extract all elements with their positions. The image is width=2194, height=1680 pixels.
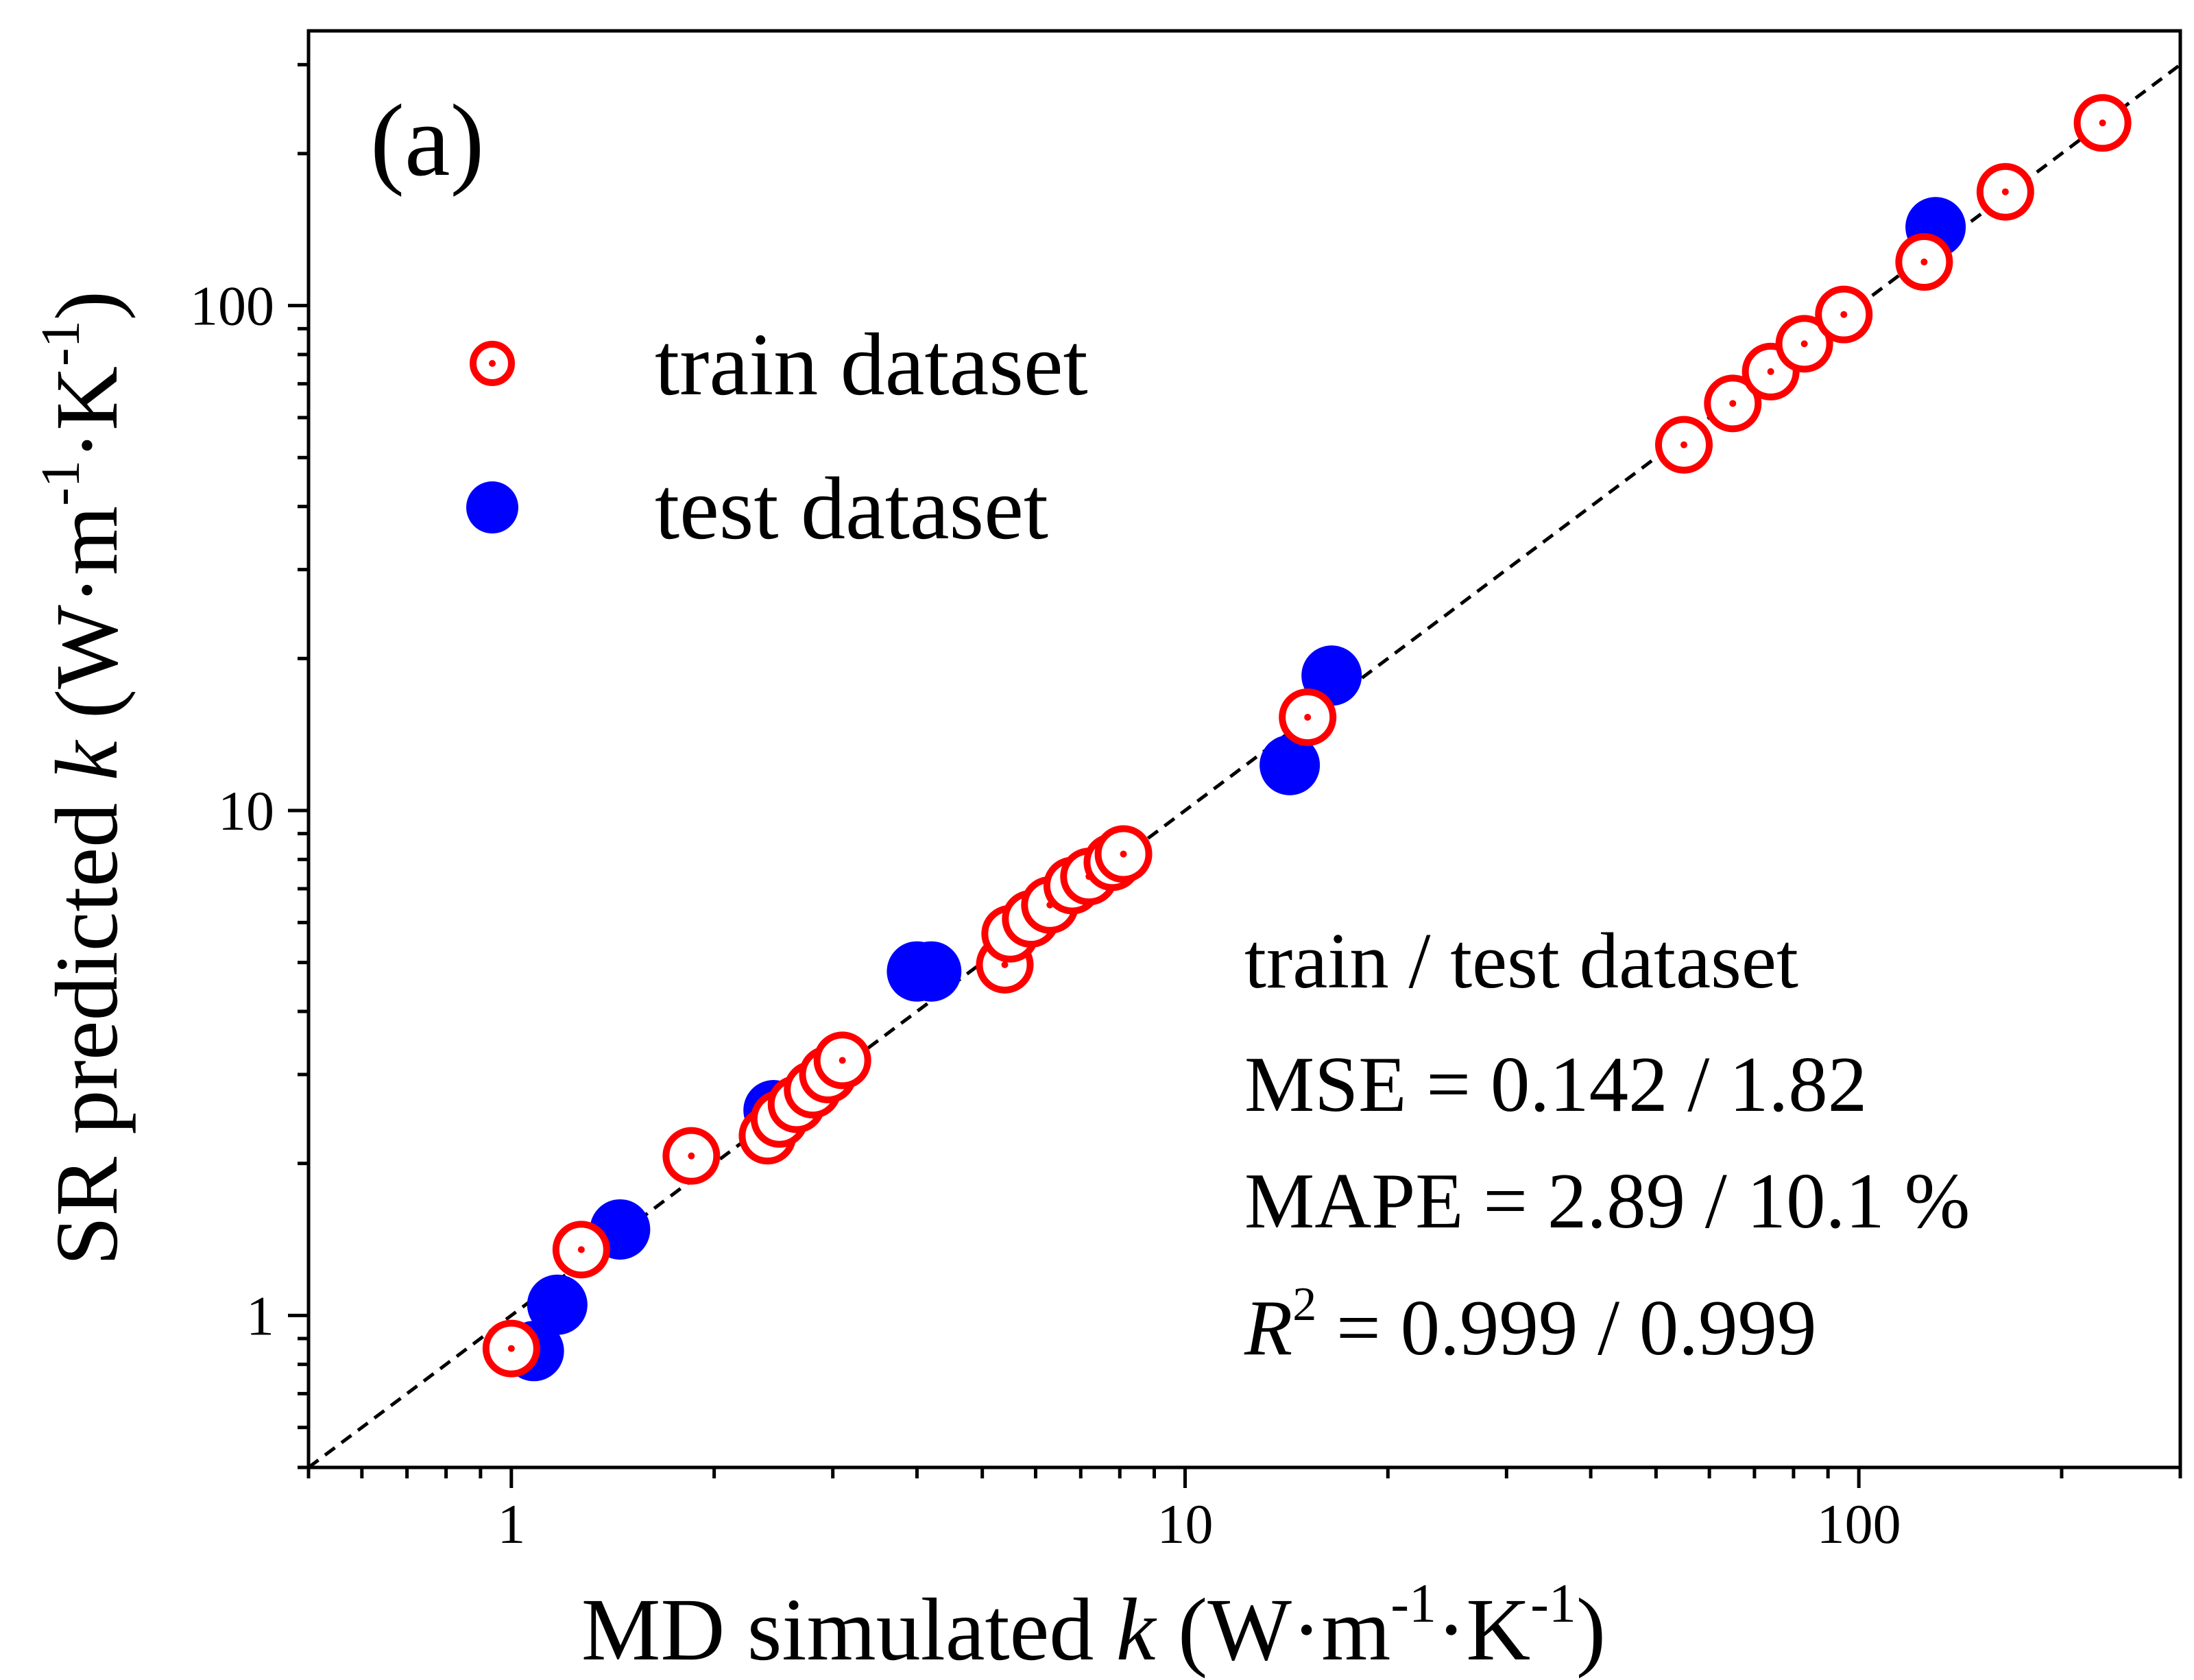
train-point	[813, 1031, 871, 1090]
r2-symbol: R	[1244, 1284, 1292, 1371]
train-point	[1815, 285, 1873, 344]
train-point	[1976, 163, 2034, 221]
train-dataset-markers	[482, 94, 2132, 1378]
train-point	[1655, 416, 1713, 474]
r2-power: 2	[1292, 1278, 1316, 1331]
train-point	[662, 1127, 721, 1185]
train-point	[1775, 315, 1833, 373]
stats-annotation: train / test dataset MSE = 0.142 / 1.82 …	[1244, 917, 1970, 1371]
train-point	[1704, 374, 1762, 433]
stats-header: train / test dataset	[1244, 917, 1798, 1005]
stats-mse: MSE = 0.142 / 1.82	[1244, 1041, 1867, 1128]
test-point	[901, 941, 962, 1002]
stats-r2: R2 = 0.999 / 0.999	[1244, 1278, 1817, 1371]
x-tick-label: 1	[497, 1493, 525, 1555]
legend-test-label: test dataset	[655, 459, 1048, 558]
r2-value: = 0.999 / 0.999	[1316, 1284, 1816, 1371]
train-point	[1895, 233, 1953, 291]
y-tick-label: 10	[218, 780, 274, 842]
x-tick-label: 100	[1817, 1493, 1901, 1555]
test-point	[527, 1274, 588, 1335]
train-point	[2073, 94, 2132, 152]
train-point	[1094, 825, 1153, 883]
plot-frame	[306, 29, 2182, 1469]
legend-train-marker	[470, 341, 515, 386]
train-point	[482, 1319, 540, 1378]
stats-mape: MAPE = 2.89 / 10.1 %	[1244, 1157, 1970, 1245]
legend-train-label: train dataset	[655, 315, 1088, 414]
legend: train dataset test dataset	[466, 315, 1088, 558]
y-tick-label: 1	[246, 1284, 274, 1347]
panel-label: (a)	[370, 84, 484, 197]
y-axis-title: SR predicted k (W·m-1·K-1)	[31, 291, 136, 1266]
legend-test-marker	[466, 481, 518, 533]
x-tick-label: 10	[1157, 1493, 1213, 1555]
x-axis-title: MD simulated k (W·m-1·K-1)	[581, 1574, 1606, 1679]
y-axis-ticks: 1 10 100	[190, 62, 309, 1469]
x-axis-ticks: 1 10 100	[306, 1467, 2182, 1555]
train-point	[552, 1221, 610, 1279]
test-point	[1259, 734, 1321, 795]
train-point	[1279, 688, 1337, 746]
y-tick-label: 100	[190, 275, 274, 337]
